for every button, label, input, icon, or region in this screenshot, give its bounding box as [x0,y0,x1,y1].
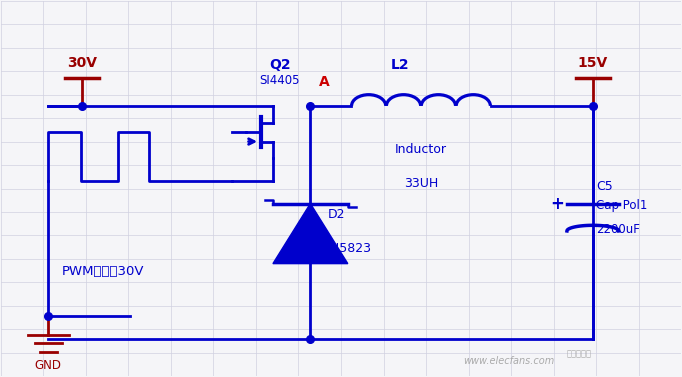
Text: L2: L2 [391,58,410,72]
Text: +: + [550,195,565,213]
Text: SI4405: SI4405 [259,74,300,87]
Text: Q2: Q2 [269,58,291,72]
Text: 30V: 30V [68,56,98,70]
Text: 电子发烧友: 电子发烧友 [567,349,592,358]
Text: 33UH: 33UH [404,177,438,190]
Text: PWM，极值30V: PWM，极值30V [62,265,145,277]
Text: 15V: 15V [578,56,608,70]
Text: www.elecfans.com: www.elecfans.com [464,356,554,366]
Text: GND: GND [35,359,62,372]
Text: A: A [319,75,330,89]
Text: Cap Pol1: Cap Pol1 [596,199,648,212]
Text: D2: D2 [327,208,345,221]
Text: 2200uF: 2200uF [596,223,640,236]
Polygon shape [273,204,348,264]
Text: Inductor: Inductor [395,143,447,156]
Text: C5: C5 [596,180,613,193]
Text: 1N5823: 1N5823 [323,242,372,255]
